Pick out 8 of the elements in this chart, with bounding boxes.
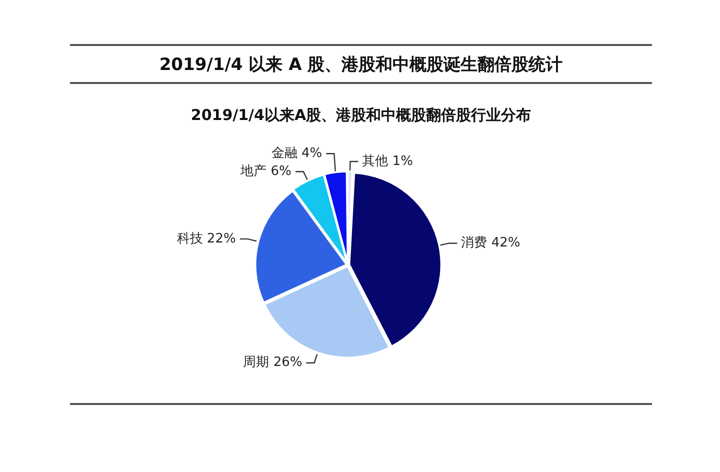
chart-title: 2019/1/4 以来 A 股、港股和中概股诞生翻倍股统计 — [70, 44, 652, 84]
slice-label: 其他 1% — [362, 154, 413, 169]
slice-label: 科技 22% — [176, 231, 236, 246]
slice-label: 周期 26% — [243, 355, 302, 370]
slice-label: 金融 4% — [271, 146, 322, 161]
chart-subtitle: 2019/1/4以来A股、港股和中概股翻倍股行业分布 — [190, 106, 532, 125]
slice-label: 消费 42% — [461, 236, 520, 251]
slice-label: 地产 6% — [240, 164, 292, 179]
